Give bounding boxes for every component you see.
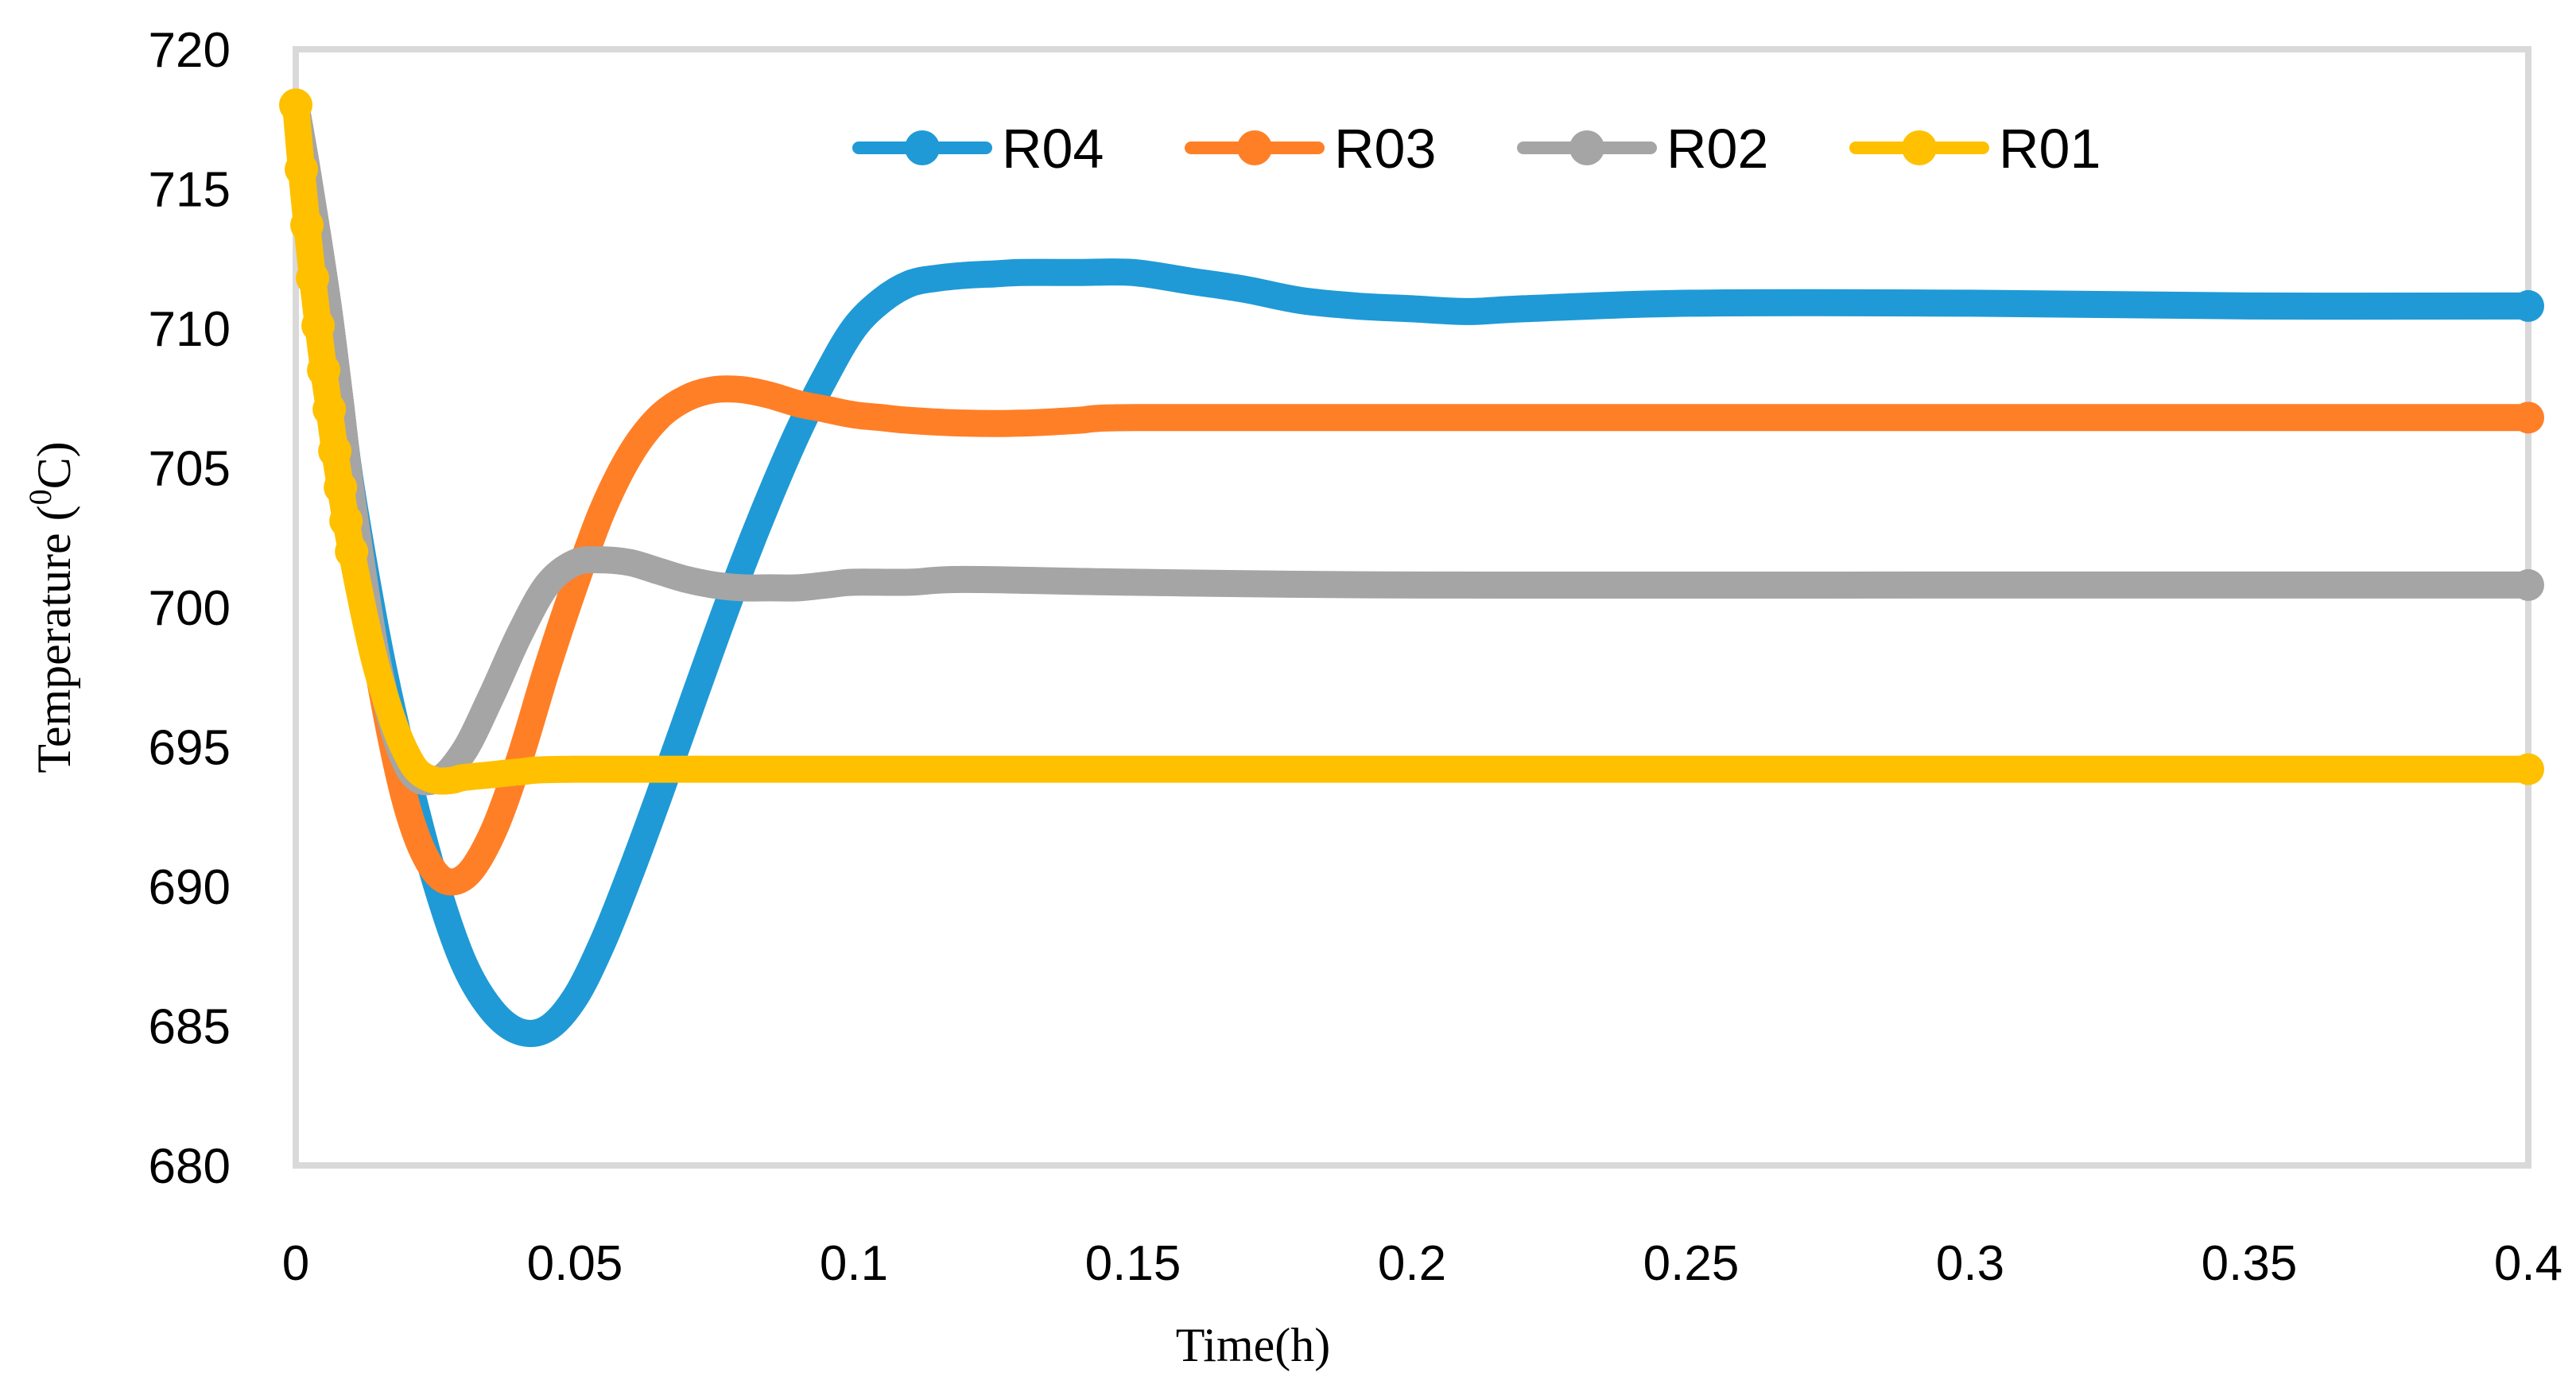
data-point-r01: [307, 353, 341, 387]
series-end-marker-r01: [2512, 753, 2544, 785]
series-end-marker-r03: [2512, 401, 2544, 434]
legend-label-r02: R02: [1666, 118, 1768, 180]
series-layer: [279, 88, 2544, 1048]
y-tick-label-720: 720: [149, 23, 231, 78]
x-tick-label-0: 0: [282, 1236, 309, 1291]
y-tick-label-690: 690: [149, 860, 231, 915]
legend-swatch-marker-r01: [1902, 130, 1937, 165]
x-tick-label-0.3: 0.3: [1936, 1236, 2004, 1291]
x-tick-label-0.15: 0.15: [1085, 1236, 1181, 1291]
data-point-r01: [324, 471, 358, 505]
legend-swatch-marker-r04: [905, 130, 940, 165]
data-point-r01: [290, 208, 324, 242]
y-tick-label-700: 700: [149, 581, 231, 636]
legend-label-r01: R01: [1999, 118, 2101, 180]
legend-label-r03: R03: [1334, 118, 1436, 180]
legend-label-r04: R04: [1002, 118, 1104, 180]
x-tick-label-0.4: 0.4: [2494, 1236, 2562, 1291]
y-tick-label-680: 680: [149, 1139, 231, 1194]
legend-entry-r02: R02: [1517, 118, 1768, 180]
x-tick-label-0.05: 0.05: [527, 1236, 623, 1291]
y-axis-title: Temperature (0C): [22, 441, 80, 773]
y-axis-title-superscript: 0: [22, 489, 58, 505]
data-point-r01: [279, 88, 312, 122]
y-tick-label-695: 695: [149, 721, 231, 776]
x-tick-label-0.25: 0.25: [1643, 1236, 1740, 1291]
y-tick-label-705: 705: [149, 442, 231, 497]
x-tick-label-0.1: 0.1: [820, 1236, 888, 1291]
legend-entry-r04: R04: [852, 118, 1104, 180]
legend-swatch-marker-r03: [1237, 130, 1272, 165]
legend: R04 R03 R02 R01: [852, 118, 2101, 180]
legend-swatch-marker-r02: [1569, 130, 1604, 165]
x-tick-labels: 0 0.05 0.1 0.15 0.2 0.25 0.3 0.35 0.4: [282, 1236, 2562, 1291]
y-tick-label-685: 685: [149, 1000, 231, 1055]
data-point-r01: [312, 392, 347, 426]
y-tick-label-710: 710: [149, 302, 231, 357]
y-axis-title-prefix: Temperature (: [28, 505, 80, 773]
data-point-r01: [285, 152, 319, 186]
series-markers-r01: [279, 88, 369, 568]
y-tick-label-715: 715: [149, 163, 231, 218]
data-point-r01: [296, 261, 330, 295]
data-point-r01: [301, 308, 336, 343]
y-tick-labels: 680 685 690 695 700 705 710 715 720: [149, 23, 231, 1194]
y-axis-title-suffix: C): [28, 441, 80, 489]
data-point-r01: [329, 504, 363, 538]
data-point-r01: [318, 434, 352, 468]
legend-entry-r01: R01: [1849, 118, 2101, 180]
series-end-marker-r02: [2512, 568, 2544, 601]
x-axis-title: Time(h): [1176, 1319, 1330, 1371]
x-tick-label-0.35: 0.35: [2202, 1236, 2298, 1291]
data-point-r01: [335, 534, 369, 568]
series-end-marker-r04: [2512, 289, 2544, 322]
legend-entry-r03: R03: [1185, 118, 1436, 180]
x-tick-label-0.2: 0.2: [1378, 1236, 1446, 1291]
